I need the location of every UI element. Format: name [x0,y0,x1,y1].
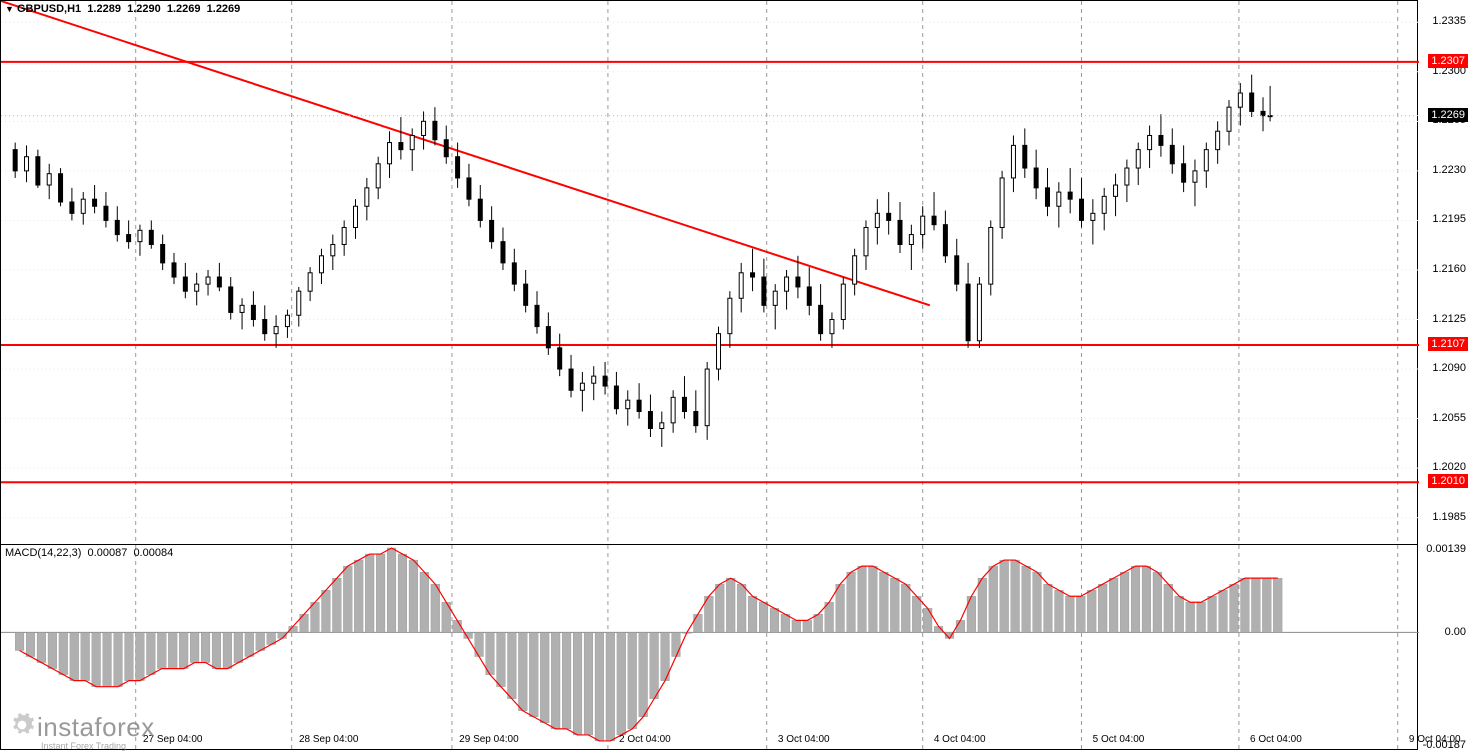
macd-tick: 0.00 [1445,626,1466,638]
price-tick: 1.2125 [1432,313,1466,325]
ohlc-close: 1.2269 [207,3,241,15]
price-y-axis: 1.23351.23001.22651.22301.21951.21601.21… [1418,0,1468,545]
macd-val-1: 0.00084 [133,547,173,559]
time-tick-label: 4 Oct 04:00 [934,734,986,745]
ohlc-low: 1.2269 [167,3,201,15]
price-tick: 1.2335 [1432,15,1466,27]
time-tick-label: 3 Oct 04:00 [778,734,830,745]
macd-y-axis: 0.001390.00-0.00187 [1418,545,1468,750]
macd-panel[interactable]: MACD(14,22,3) 0.00087 0.00084 instaforex… [0,545,1418,750]
macd-label: MACD(14,22,3) [5,547,81,559]
level-price-label: 1.2107 [1428,337,1468,351]
price-panel[interactable]: ▼ GBPUSD,H1 1.2289 1.2290 1.2269 1.2269 [0,0,1418,545]
price-tick: 1.2230 [1432,164,1466,176]
chart-title: ▼ GBPUSD,H1 1.2289 1.2290 1.2269 1.2269 [5,3,240,15]
time-tick-label: 6 Oct 04:00 [1250,734,1302,745]
time-tick-label: 5 Oct 04:00 [1093,734,1145,745]
level-price-label: 1.2307 [1428,54,1468,68]
time-tick-label: 9 Oct 04:00 [1409,734,1461,745]
time-tick-label: 28 Sep 04:00 [299,734,359,745]
level-price-label: 1.2010 [1428,474,1468,488]
price-chart-svg [1,1,1419,546]
time-tick-label: 2 Oct 04:00 [619,734,671,745]
watermark-brand: instaforex [37,712,155,742]
price-tick: 1.1985 [1432,511,1466,523]
ohlc-high: 1.2290 [127,3,161,15]
macd-title: MACD(14,22,3) 0.00087 0.00084 [5,547,173,559]
price-tick: 1.2160 [1432,263,1466,275]
price-tick: 1.2020 [1432,461,1466,473]
price-tick: 1.2090 [1432,362,1466,374]
ohlc-open: 1.2289 [87,3,121,15]
price-tick: 1.2055 [1432,412,1466,424]
watermark: instaforex Instant Forex Trading [9,712,155,751]
gear-icon [9,719,35,745]
macd-chart-svg [1,545,1419,750]
chart-root: ▼ GBPUSD,H1 1.2289 1.2290 1.2269 1.2269 … [0,0,1468,750]
macd-tick: 0.00139 [1426,543,1466,555]
chart-expand-icon[interactable]: ▼ [5,4,14,14]
time-tick-label: 29 Sep 04:00 [459,734,519,745]
price-tick: 1.2195 [1432,213,1466,225]
symbol-label: GBPUSD,H1 [17,3,81,15]
current-price-label: 1.2269 [1428,108,1468,122]
macd-val-0: 0.00087 [88,547,128,559]
